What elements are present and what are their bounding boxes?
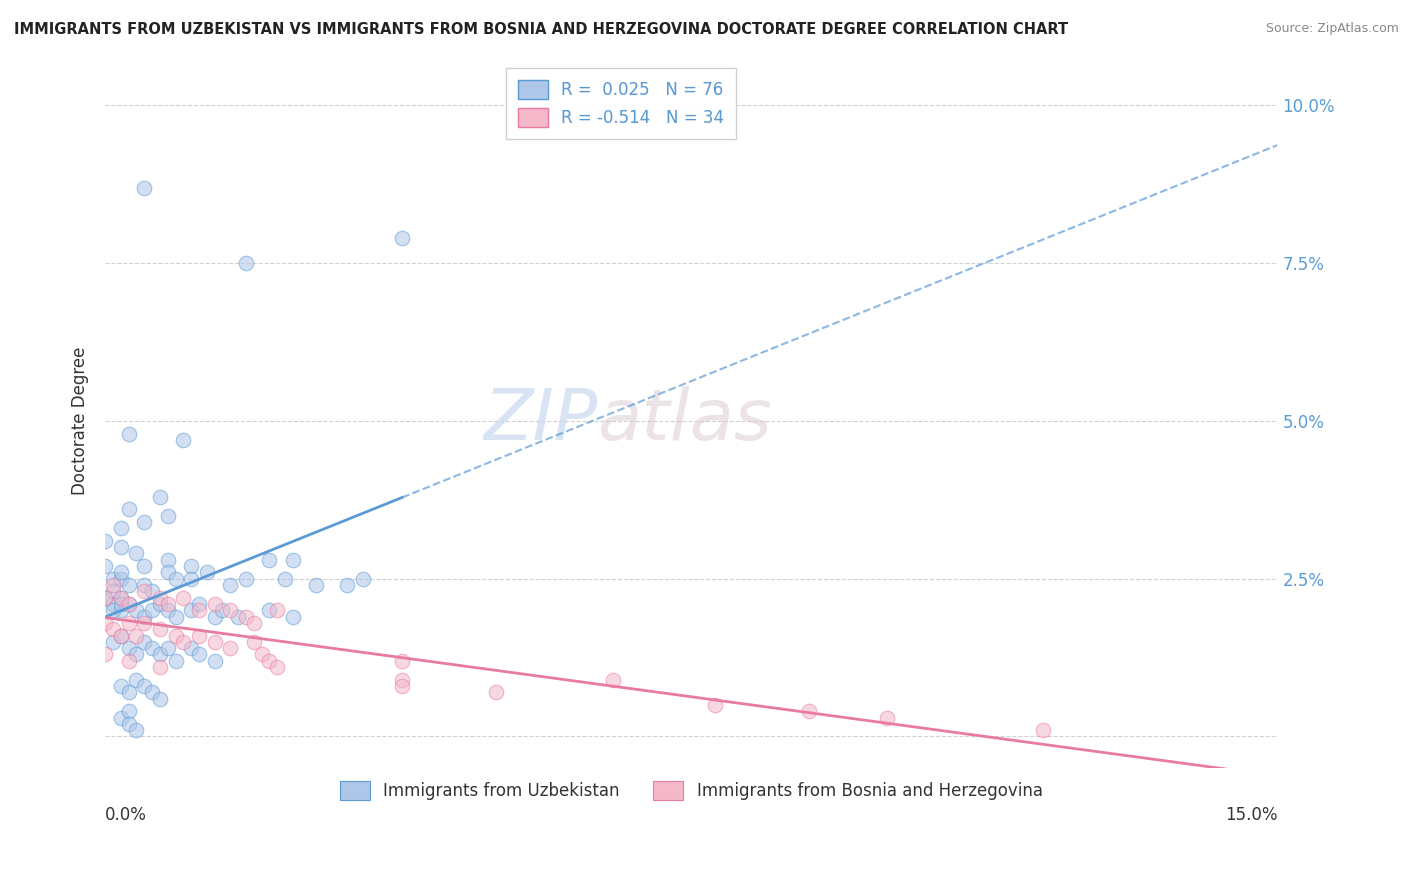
Point — [110, 679, 132, 693]
Point — [188, 648, 211, 662]
Point — [94, 533, 117, 548]
Point — [219, 641, 242, 656]
Y-axis label: Doctorate Degree: Doctorate Degree — [72, 347, 89, 495]
Point — [204, 597, 226, 611]
Point — [266, 603, 288, 617]
Point — [180, 572, 202, 586]
Text: Source: ZipAtlas.com: Source: ZipAtlas.com — [1265, 22, 1399, 36]
Point — [180, 603, 202, 617]
Point — [141, 641, 163, 656]
Point — [101, 572, 124, 586]
Point — [180, 641, 202, 656]
Point — [118, 426, 141, 441]
Point — [149, 490, 172, 504]
Point — [703, 698, 725, 712]
Text: ZIP: ZIP — [484, 386, 598, 456]
Point — [165, 628, 187, 642]
Point — [134, 515, 156, 529]
Point — [110, 566, 132, 580]
Point — [204, 609, 226, 624]
Point — [352, 572, 374, 586]
Point — [172, 591, 194, 605]
Point — [125, 603, 148, 617]
Point — [118, 597, 141, 611]
Point — [125, 628, 148, 642]
Point — [101, 597, 124, 611]
Point — [101, 578, 124, 592]
Point — [125, 648, 148, 662]
Point — [242, 635, 264, 649]
Point — [118, 654, 141, 668]
Point — [266, 660, 288, 674]
Point — [391, 673, 413, 687]
Point — [876, 710, 898, 724]
Point — [134, 615, 156, 630]
Point — [156, 566, 179, 580]
Text: atlas: atlas — [598, 386, 772, 456]
Point — [259, 553, 281, 567]
Point — [250, 648, 273, 662]
Point — [188, 603, 211, 617]
Point — [125, 723, 148, 738]
Point — [134, 635, 156, 649]
Point — [118, 502, 141, 516]
Point — [156, 641, 179, 656]
Point — [110, 597, 132, 611]
Point — [110, 572, 132, 586]
Point — [165, 572, 187, 586]
Point — [141, 584, 163, 599]
Point — [391, 654, 413, 668]
Point — [94, 591, 117, 605]
Point — [134, 559, 156, 574]
Point — [141, 685, 163, 699]
Point — [259, 654, 281, 668]
Point — [118, 685, 141, 699]
Point — [110, 710, 132, 724]
Point — [797, 704, 820, 718]
Point — [94, 559, 117, 574]
Point — [235, 256, 257, 270]
Point — [336, 578, 359, 592]
Point — [172, 433, 194, 447]
Point — [134, 578, 156, 592]
Point — [134, 584, 156, 599]
Point — [149, 648, 172, 662]
Point — [94, 615, 117, 630]
Point — [94, 648, 117, 662]
Point — [211, 603, 233, 617]
Point — [149, 591, 172, 605]
Point — [110, 540, 132, 554]
Point — [118, 716, 141, 731]
Point — [165, 654, 187, 668]
Point — [172, 635, 194, 649]
Point — [101, 603, 124, 617]
Point — [101, 635, 124, 649]
Text: 15.0%: 15.0% — [1225, 805, 1278, 824]
Point — [110, 591, 132, 605]
Point — [110, 591, 132, 605]
Point — [156, 508, 179, 523]
Point — [101, 622, 124, 636]
Point — [219, 578, 242, 592]
Point — [134, 180, 156, 194]
Point — [118, 615, 141, 630]
Point — [235, 609, 257, 624]
Point — [391, 679, 413, 693]
Point — [156, 603, 179, 617]
Point — [188, 628, 211, 642]
Point — [125, 673, 148, 687]
Point — [149, 622, 172, 636]
Point — [110, 603, 132, 617]
Point — [188, 597, 211, 611]
Point — [242, 615, 264, 630]
Point — [125, 546, 148, 560]
Point — [305, 578, 328, 592]
Point — [110, 628, 132, 642]
Point — [149, 660, 172, 674]
Point — [118, 641, 141, 656]
Point — [118, 704, 141, 718]
Point — [94, 591, 117, 605]
Point — [118, 578, 141, 592]
Point — [226, 609, 249, 624]
